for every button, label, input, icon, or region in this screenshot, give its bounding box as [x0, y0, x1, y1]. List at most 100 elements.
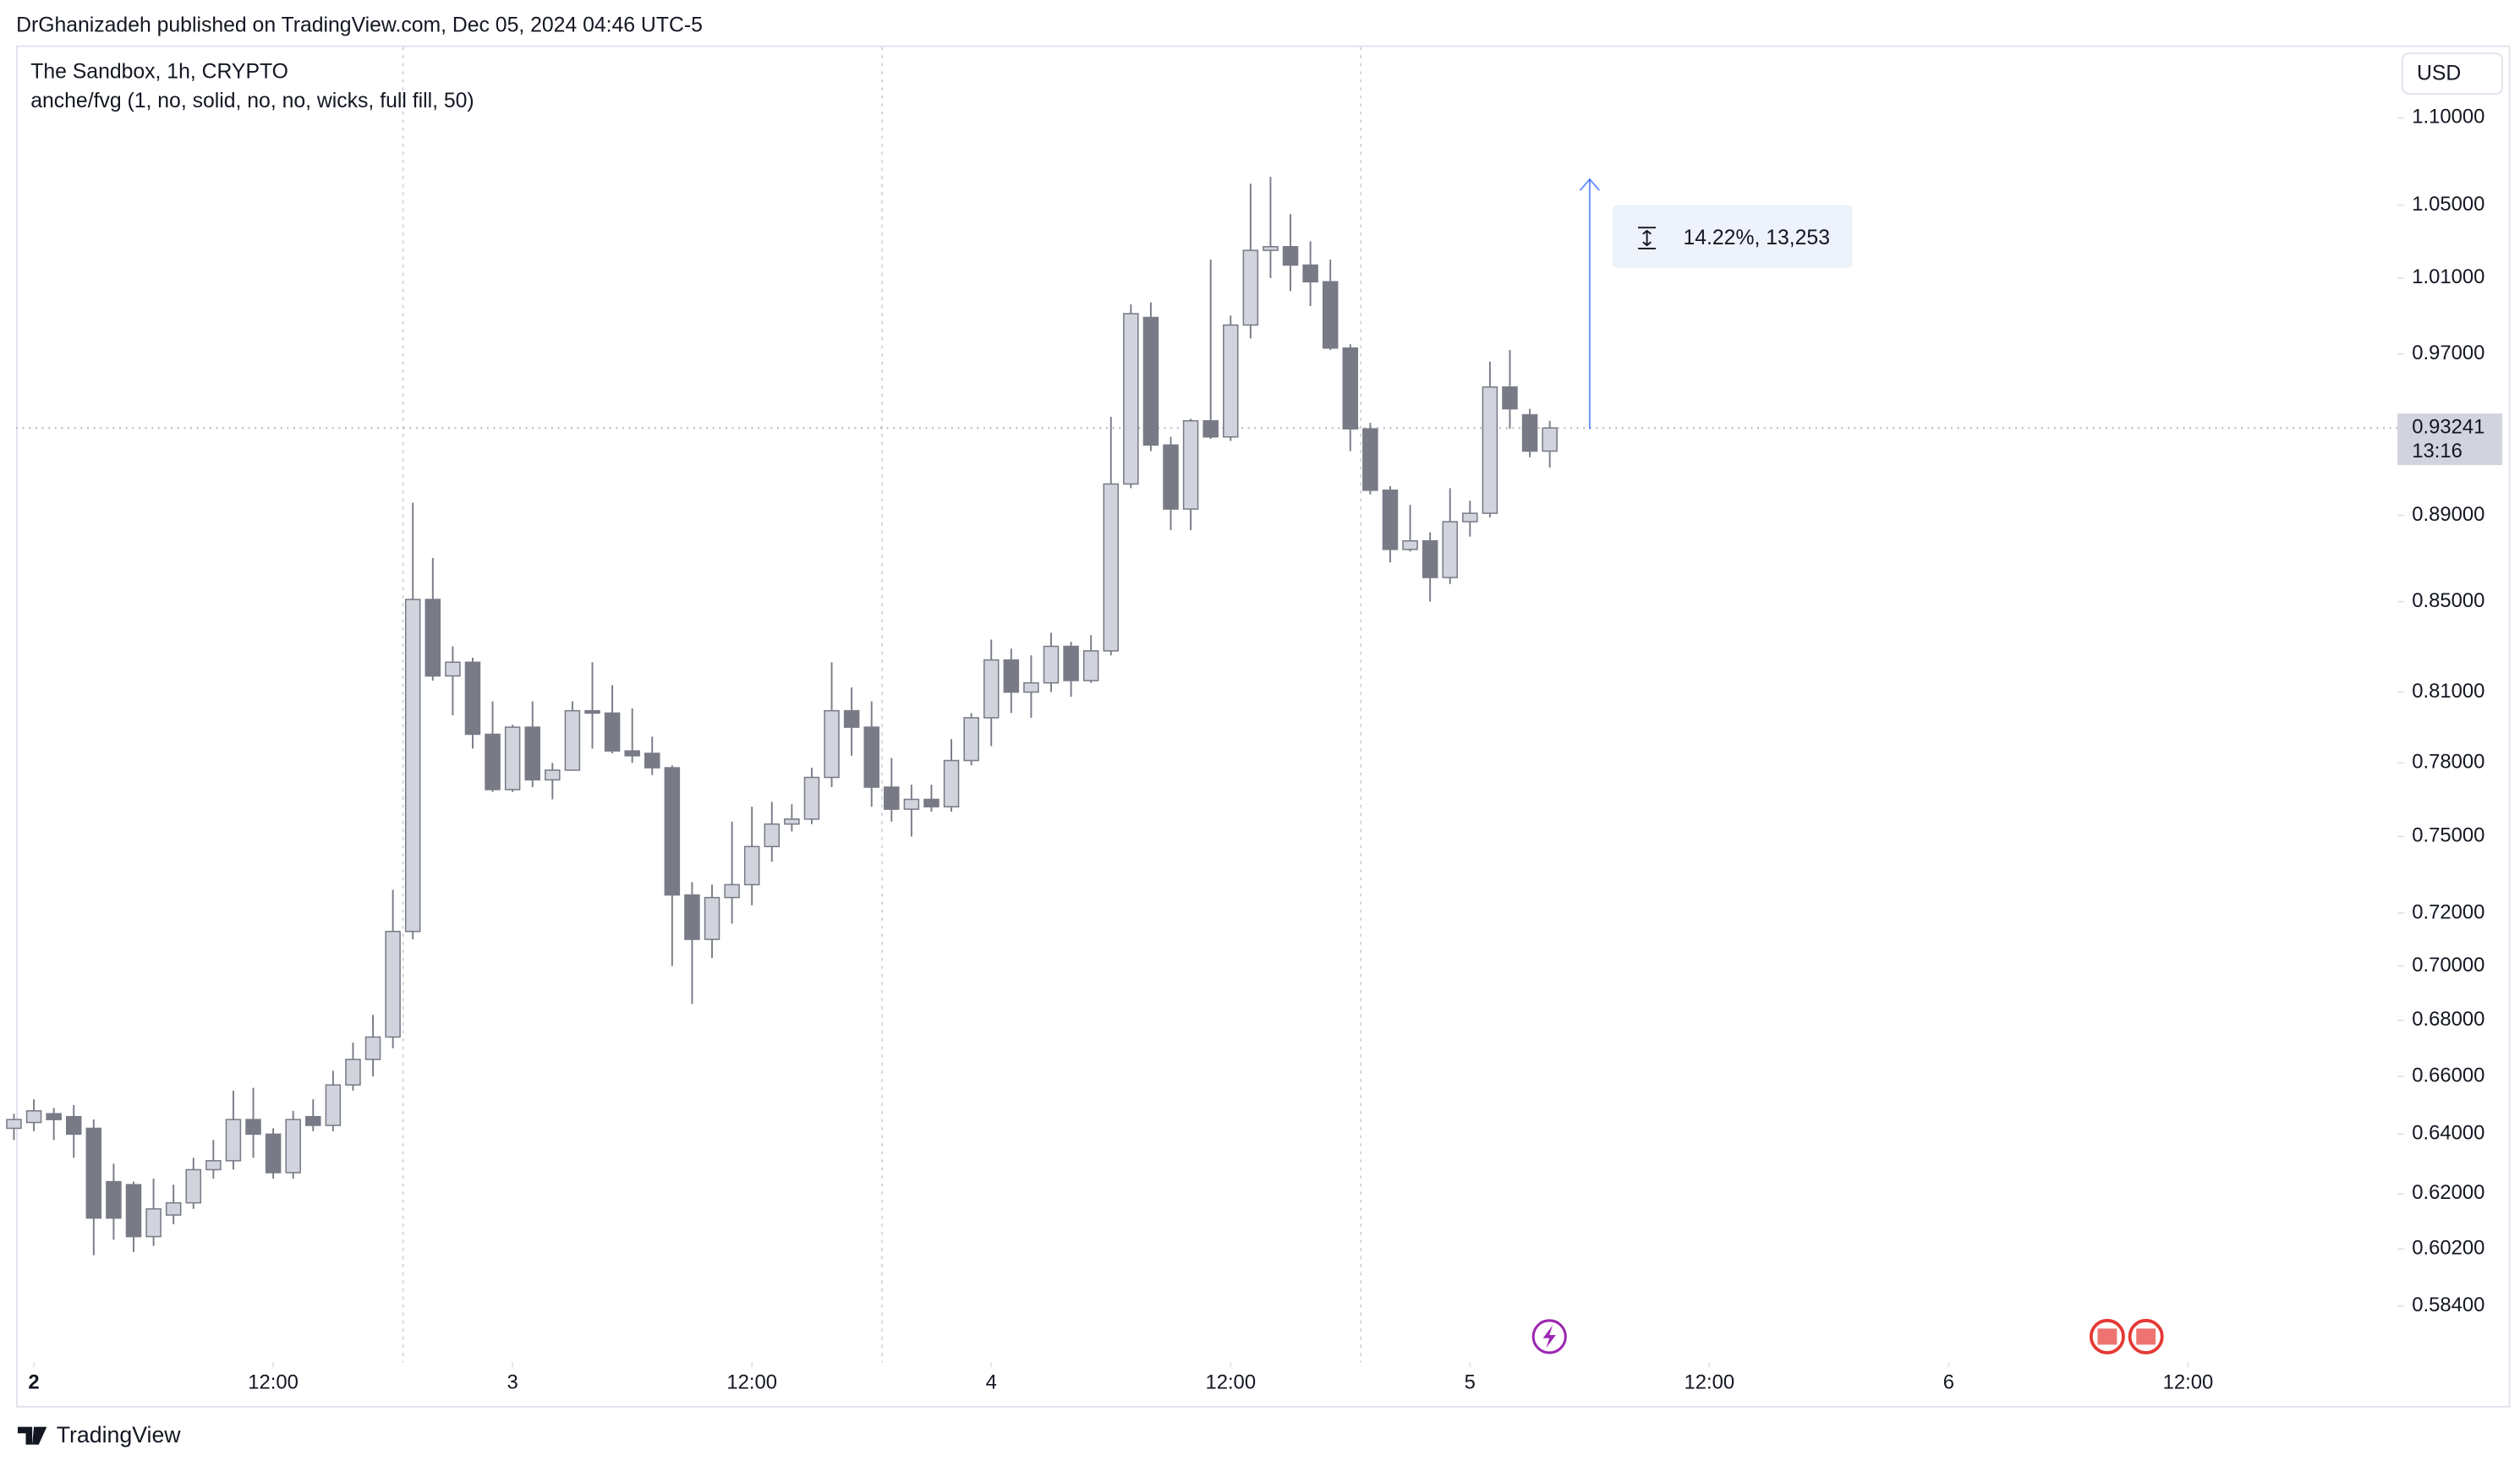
candle-body [46, 1113, 62, 1120]
countdown: 13:16 [2412, 440, 2462, 462]
plot: 1.10000 1.05000 1.01000 0.97000 0.89000 0.850… [6, 106, 2503, 1393]
candle-body [305, 1115, 321, 1126]
candle-body [1182, 419, 1199, 510]
candle-body [504, 726, 521, 791]
x-tick-label: 5 [1465, 1371, 1476, 1393]
candle-body [385, 930, 401, 1038]
candle-body [1023, 681, 1039, 693]
x-tick-label: 12:00 [1685, 1371, 1735, 1393]
y-tick-label: 0.75000 [2412, 824, 2484, 847]
candle-body [1123, 313, 1139, 485]
y-tick-label: 0.62000 [2412, 1181, 2484, 1204]
candle-body [1521, 413, 1538, 452]
candle-body [25, 1110, 42, 1124]
y-tick-label: 0.97000 [2412, 342, 2484, 364]
y-tick-label: 0.89000 [2412, 503, 2484, 526]
chart-frame [16, 45, 2511, 1408]
candle-body [1163, 444, 1179, 510]
currency[interactable]: USD [2417, 63, 2461, 85]
candle-body [764, 823, 781, 848]
candle-body [943, 759, 960, 807]
candle-body [624, 750, 640, 757]
candle-body [1442, 521, 1458, 578]
symbol-title: The Sandbox, 1h, CRYPTO [30, 61, 288, 84]
candle-body [205, 1160, 222, 1171]
brand: TradingView [57, 1422, 182, 1447]
candle-body [1502, 386, 1518, 410]
x-tick-label: 6 [1943, 1371, 1954, 1393]
candle-body [644, 752, 660, 769]
x-tick-label: 12:00 [2163, 1371, 2214, 1393]
candle-body [106, 1180, 122, 1219]
candle-body [404, 599, 421, 933]
y-tick-label: 0.68000 [2412, 1008, 2484, 1031]
candle-body [6, 1119, 22, 1130]
candle-body [1482, 386, 1498, 514]
candle-body [1223, 324, 1239, 438]
publish-header: DrGhanizadeh published on TradingView.co… [16, 14, 703, 36]
measure-icon [1638, 227, 1657, 249]
x-tick-label: 2 [28, 1371, 39, 1393]
measure-box [1612, 205, 1853, 268]
y-tick-label: 1.10000 [2412, 106, 2484, 129]
candle-body [345, 1059, 361, 1086]
candle-body [225, 1119, 242, 1162]
candle-body [1242, 249, 1259, 326]
flag [2097, 1328, 2117, 1345]
x-tick-label: 12:00 [248, 1371, 299, 1393]
candle-body [824, 709, 840, 779]
candle-body [85, 1127, 102, 1219]
y-tick-label: 0.81000 [2412, 680, 2484, 703]
candle-body [1003, 659, 1020, 693]
y-tick-label: 0.78000 [2412, 751, 2484, 774]
brand-logo [17, 1426, 47, 1445]
candle-body [584, 709, 600, 714]
last-price: 0.93241 [2412, 416, 2484, 439]
candle-body [145, 1208, 162, 1238]
currency-box[interactable] [2401, 52, 2503, 95]
y-tick-label: 0.72000 [2412, 900, 2484, 923]
candle-body [245, 1119, 261, 1135]
event-bolt [1542, 1325, 1556, 1349]
measure-arrow [1579, 178, 1601, 191]
candle-body [863, 726, 879, 788]
y-tick-label: 0.85000 [2412, 589, 2484, 612]
y-tick-label: 0.58400 [2412, 1294, 2484, 1316]
candle-body [604, 712, 621, 752]
candle-body [884, 786, 900, 810]
last-price-box [2397, 413, 2503, 466]
candle-body [1103, 483, 1120, 652]
candle-body [1382, 490, 1399, 550]
candle-body [1082, 650, 1099, 681]
candle-body [923, 798, 940, 807]
candle-body [445, 661, 461, 677]
candle-body [125, 1184, 142, 1238]
candle-body [1043, 645, 1060, 684]
candle-body [1063, 645, 1079, 681]
candle-body [185, 1168, 202, 1204]
candle-body [1362, 428, 1378, 491]
candle-body [843, 709, 860, 728]
x-tick-label: 4 [986, 1371, 997, 1393]
candle-body [803, 776, 820, 820]
candle-body [784, 818, 800, 825]
y-tick-label: 0.70000 [2412, 954, 2484, 977]
candle-body [903, 798, 920, 810]
candle-body [485, 733, 501, 791]
candle-body [1263, 246, 1279, 251]
candle-body [265, 1133, 282, 1174]
candle-body [1202, 419, 1219, 438]
flag [2136, 1328, 2156, 1345]
x-tick-label: 3 [507, 1371, 518, 1393]
y-tick-label: 0.60200 [2412, 1237, 2484, 1260]
candle-body [564, 709, 581, 771]
candle-body [1422, 539, 1438, 578]
candle-body [545, 769, 561, 781]
candle-body [464, 661, 481, 736]
x-tick-label: 12:00 [726, 1371, 777, 1393]
y-tick-label: 0.66000 [2412, 1064, 2484, 1086]
candle-body [325, 1084, 342, 1126]
x-tick-label: 12:00 [1205, 1371, 1256, 1393]
